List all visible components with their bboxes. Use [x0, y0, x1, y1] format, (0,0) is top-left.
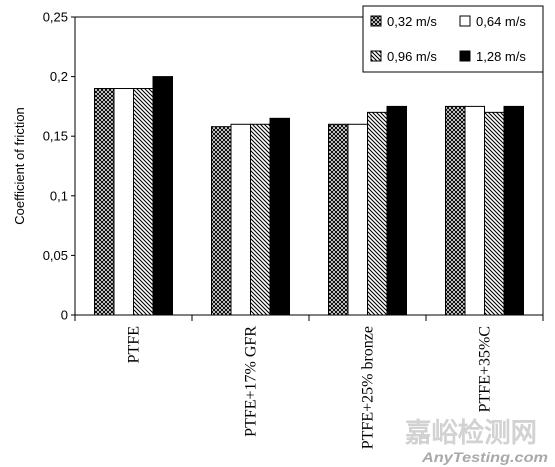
- watermark-en: AnyTesting.com: [421, 449, 548, 465]
- bar-ptfe-25-bronze-0-32-m-s: [328, 123, 349, 316]
- x-tick-label-ptfe-35-c: PTFE+35%C: [477, 326, 494, 412]
- y-tick-label: 0,2: [50, 69, 68, 84]
- bar-ptfe-0-64-m-s: [113, 88, 134, 316]
- x-axis: PTFE PTFE+17% GFR PTFE+25% bronze PTFE+35%C: [74, 315, 544, 449]
- y-tick-label: 0,1: [50, 188, 68, 203]
- bar-ptfe-35-c-0-32-m-s: [445, 105, 466, 316]
- bar-ptfe-0-96-m-s: [133, 88, 154, 316]
- y-tick-label: 0: [61, 308, 68, 323]
- legend-swatch: [459, 15, 471, 27]
- legend-swatch: [370, 50, 382, 62]
- legend-item: 0,32 m/s: [370, 14, 437, 29]
- bar-ptfe-25-bronze-0-64-m-s: [347, 123, 368, 316]
- legend-swatch: [459, 50, 471, 62]
- legend: 0,32 m/s 0,64 m/s 0,96 m/s 1,28 m/s: [362, 5, 544, 73]
- bar-ptfe-17-gfr-0-96-m-s: [250, 123, 271, 316]
- y-tick-label: 0,15: [43, 129, 68, 144]
- x-tick-label-ptfe-25-bronze: PTFE+25% bronze: [360, 326, 377, 449]
- bar-ptfe-25-bronze-0-96-m-s: [367, 111, 388, 316]
- legend-item: 1,28 m/s: [459, 49, 526, 64]
- bar-ptfe-35-c-0-64-m-s: [464, 105, 485, 316]
- legend-label: 0,32 m/s: [387, 14, 437, 29]
- legend-box: [362, 5, 544, 73]
- x-tick-label-ptfe-17-gfr: PTFE+17% GFR: [243, 326, 260, 437]
- bar-ptfe-0-32-m-s: [94, 88, 115, 316]
- bar-ptfe-35-c-0-96-m-s: [484, 111, 505, 316]
- bar-ptfe-1-28-m-s: [152, 76, 173, 316]
- y-tick-label: 0,25: [43, 10, 68, 25]
- legend-label: 0,96 m/s: [387, 49, 437, 64]
- y-axis-title: Coefficient of friction: [12, 107, 27, 225]
- legend-label: 0,64 m/s: [476, 14, 526, 29]
- y-tick-label: 0,05: [43, 248, 68, 263]
- legend-item: 0,96 m/s: [370, 49, 437, 64]
- legend-label: 1,28 m/s: [476, 49, 526, 64]
- watermark-cn: 嘉峪检测网: [405, 417, 537, 449]
- bar-ptfe-17-gfr-0-32-m-s: [211, 126, 232, 316]
- y-axis: 0 0,05 0,1 0,15 0,2 0,25: [43, 10, 75, 323]
- bar-ptfe-17-gfr-1-28-m-s: [269, 117, 290, 316]
- bar-ptfe-35-c-1-28-m-s: [503, 105, 524, 316]
- watermark: 嘉峪检测网 AnyTesting.com: [405, 417, 548, 465]
- legend-swatch: [370, 15, 382, 27]
- bar-ptfe-17-gfr-0-64-m-s: [230, 123, 251, 316]
- legend-item: 0,64 m/s: [459, 14, 526, 29]
- bars: [94, 76, 524, 316]
- bar-ptfe-25-bronze-1-28-m-s: [386, 105, 407, 316]
- x-tick-label-ptfe: PTFE: [126, 326, 143, 363]
